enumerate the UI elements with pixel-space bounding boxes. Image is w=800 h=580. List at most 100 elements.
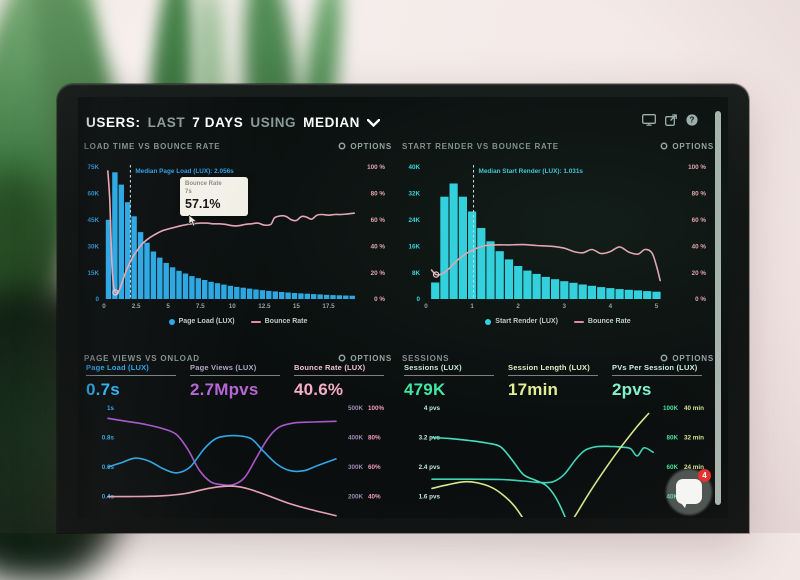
svg-text:100K: 100K <box>663 405 679 412</box>
display-icon[interactable] <box>642 114 656 126</box>
header-median: MEDIAN <box>303 114 361 130</box>
mouse-cursor-icon <box>188 215 198 227</box>
legend-bounce-rate[interactable]: Bounce Rate <box>250 318 307 325</box>
svg-text:40 %: 40 % <box>692 243 707 250</box>
options-button[interactable]: OPTIONS <box>660 354 714 363</box>
svg-text:7.5: 7.5 <box>196 303 205 310</box>
svg-text:30K: 30K <box>87 243 99 250</box>
svg-text:2.4 pvs: 2.4 pvs <box>419 464 441 471</box>
svg-text:0.8s: 0.8s <box>102 435 115 442</box>
svg-text:500K: 500K <box>348 405 364 412</box>
export-icon[interactable] <box>665 114 677 126</box>
svg-text:75K: 75K <box>87 164 99 171</box>
legend-start-render[interactable]: Start Render (LUX) <box>485 318 558 325</box>
svg-text:12.5: 12.5 <box>258 303 271 310</box>
gear-icon <box>660 142 668 150</box>
metric-underline <box>190 375 281 376</box>
svg-text:2.5: 2.5 <box>132 303 141 310</box>
svg-text:0: 0 <box>102 303 106 310</box>
metric-underline <box>508 375 599 376</box>
svg-text:80 %: 80 % <box>692 191 707 198</box>
chevron-down-icon[interactable] <box>366 115 381 130</box>
bounce-rate-tooltip: Bounce Rate 7s 57.1% <box>180 177 248 216</box>
users-range-dropdown[interactable]: USERS: LAST 7 DAYS USING MEDIAN <box>86 111 381 133</box>
legend-dot-swatch <box>168 318 175 325</box>
svg-text:24 min: 24 min <box>684 464 704 471</box>
svg-text:3: 3 <box>563 303 567 310</box>
svg-text:300K: 300K <box>348 464 364 471</box>
metric-pvs-per-session: PVs Per Session (LUX) 2pvs <box>612 363 708 400</box>
svg-text:5: 5 <box>655 303 659 310</box>
svg-text:20 %: 20 % <box>692 270 707 277</box>
svg-text:17.5: 17.5 <box>322 303 335 310</box>
header-users: USERS: <box>86 114 141 130</box>
legend-bounce-rate[interactable]: Bounce Rate <box>573 318 631 325</box>
panel-title: START RENDER VS BOUNCE RATE <box>402 141 559 151</box>
svg-text:1: 1 <box>470 303 474 310</box>
svg-text:20 %: 20 % <box>371 270 386 277</box>
svg-text:80%: 80% <box>368 435 381 442</box>
options-button[interactable]: OPTIONS <box>660 142 714 151</box>
panel-title: SESSIONS <box>402 353 450 363</box>
metric-underline <box>612 375 703 376</box>
svg-text:200K: 200K <box>348 494 364 501</box>
chat-widget-button[interactable]: 4 <box>666 469 712 515</box>
svg-text:60K: 60K <box>666 464 678 471</box>
svg-text:40 min: 40 min <box>684 405 704 412</box>
legend-dot-swatch <box>485 318 492 325</box>
page-views-line-chart[interactable]: 1s 500K 100%0.8s 400K 80%0.6s 300K 60%0.4s 200K… <box>84 397 392 517</box>
svg-text:40K: 40K <box>666 494 678 501</box>
svg-text:0 %: 0 % <box>374 296 385 303</box>
panel-load-time-vs-bounce-rate: LOAD TIME VS BOUNCE RATE OPTIONS 75K 60K 4… <box>84 139 392 343</box>
metric-underline <box>404 375 495 376</box>
svg-text:100%: 100% <box>368 405 385 412</box>
svg-text:45K: 45K <box>87 217 99 224</box>
svg-text:60K: 60K <box>87 191 99 198</box>
options-button[interactable]: OPTIONS <box>338 142 392 151</box>
svg-text:Median Page Load (LUX): 2.056s: Median Page Load (LUX): 2.056s <box>135 168 234 175</box>
gear-icon <box>338 354 346 362</box>
header-last: LAST <box>147 114 186 130</box>
help-icon[interactable]: ? <box>686 114 698 126</box>
vertical-scrollbar[interactable] <box>715 111 721 505</box>
start-render-histogram[interactable]: 40K 32K 24K 16K 8K 0 100 % 80 % 60 % 40 % 20 % 0 % 0… <box>402 153 714 315</box>
svg-text:1.6 pvs: 1.6 pvs <box>419 494 441 501</box>
svg-text:2: 2 <box>516 303 520 310</box>
svg-text:4 pvs: 4 pvs <box>424 405 441 412</box>
legend-line-swatch <box>250 320 261 323</box>
panel-start-render-vs-bounce-rate: START RENDER VS BOUNCE RATE OPTIONS 40K 3… <box>402 139 714 343</box>
panel-sessions: SESSIONS OPTIONS Sessions (LUX) 479K Ses… <box>402 351 714 518</box>
svg-text:0: 0 <box>416 296 420 303</box>
svg-text:1s: 1s <box>107 405 115 412</box>
header-using: USING <box>250 114 297 130</box>
chat-unread-badge: 4 <box>698 469 711 482</box>
svg-text:4: 4 <box>609 303 613 310</box>
svg-text:60 %: 60 % <box>692 217 707 224</box>
metric-sessions: Sessions (LUX) 479K <box>404 363 500 400</box>
legend-page-load[interactable]: Page Load (LUX) <box>168 318 235 325</box>
laptop-bezel: USERS: LAST 7 DAYS USING MEDIAN ? <box>57 84 749 533</box>
sessions-line-chart[interactable]: 4 pvs 100K 40 min 3.2 pvs 80K 32 min 2.4 pvs 60… <box>402 397 714 517</box>
svg-text:0: 0 <box>95 296 99 303</box>
svg-text:100 %: 100 % <box>367 164 385 171</box>
legend: Page Load (LUX) Bounce Rate <box>84 318 392 325</box>
panel-page-views-vs-onload: PAGE VIEWS VS ONLOAD OPTIONS Page Load (… <box>84 351 392 518</box>
metric-underline <box>86 375 177 376</box>
svg-text:32K: 32K <box>408 191 420 198</box>
metric-page-views: Page Views (LUX) 2.7Mpvs <box>190 363 286 400</box>
options-button[interactable]: OPTIONS <box>338 354 392 363</box>
chat-bubble-icon <box>676 479 702 508</box>
gear-icon <box>338 142 346 150</box>
svg-text:80 %: 80 % <box>371 191 386 198</box>
panel-title: PAGE VIEWS VS ONLOAD <box>84 353 200 363</box>
svg-text:15: 15 <box>293 303 301 310</box>
svg-text:32 min: 32 min <box>684 435 704 442</box>
load-time-histogram[interactable]: 75K 60K 45K 30K 15K 0 100 % 80 % 60 % 40 % 20 % 0 %… <box>84 153 392 315</box>
svg-text:100 %: 100 % <box>688 164 706 171</box>
metric-underline <box>294 375 385 376</box>
svg-text:40 %: 40 % <box>371 243 386 250</box>
svg-text:3.2 pvs: 3.2 pvs <box>419 435 441 442</box>
metric-bounce-rate: Bounce Rate (LUX) 40.6% <box>294 363 390 400</box>
legend-line-swatch <box>573 320 584 323</box>
svg-text:80K: 80K <box>666 435 678 442</box>
